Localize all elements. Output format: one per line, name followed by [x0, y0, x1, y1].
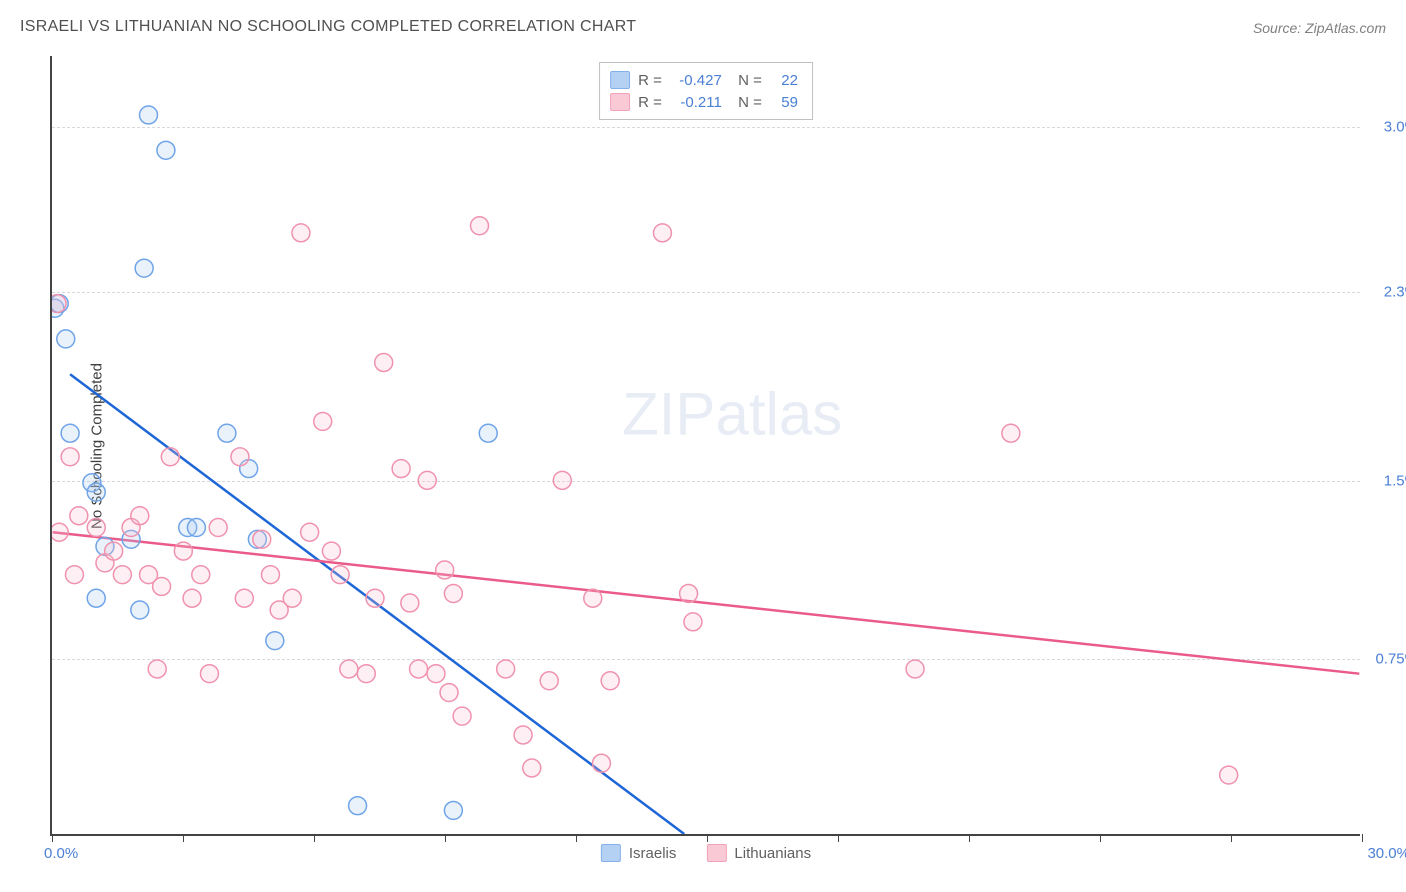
- y-tick-label: 2.3%: [1384, 284, 1406, 301]
- data-point-lithuanians: [261, 566, 279, 584]
- data-point-lithuanians: [192, 566, 210, 584]
- n-value-israelis: 22: [770, 72, 798, 89]
- legend-item-lithuanians: Lithuanians: [706, 844, 811, 862]
- data-point-lithuanians: [113, 566, 131, 584]
- data-point-lithuanians: [253, 530, 271, 548]
- data-point-israelis: [61, 424, 79, 442]
- data-point-lithuanians: [322, 542, 340, 560]
- legend-item-israelis: Israelis: [601, 844, 677, 862]
- data-point-lithuanians: [183, 589, 201, 607]
- data-point-israelis: [266, 632, 284, 650]
- data-point-lithuanians: [680, 585, 698, 603]
- data-point-israelis: [187, 519, 205, 537]
- data-point-lithuanians: [283, 589, 301, 607]
- data-point-israelis: [444, 801, 462, 819]
- data-point-lithuanians: [340, 660, 358, 678]
- r-value-lithuanians: -0.211: [670, 94, 722, 111]
- data-point-lithuanians: [523, 759, 541, 777]
- data-point-lithuanians: [471, 217, 489, 235]
- data-point-lithuanians: [87, 519, 105, 537]
- chart-title: ISRAELI VS LITHUANIAN NO SCHOOLING COMPL…: [20, 18, 636, 36]
- y-tick-label: 0.75%: [1375, 650, 1406, 667]
- data-point-lithuanians: [440, 684, 458, 702]
- data-point-israelis: [218, 424, 236, 442]
- data-point-lithuanians: [70, 507, 88, 525]
- data-point-lithuanians: [331, 566, 349, 584]
- data-point-lithuanians: [200, 665, 218, 683]
- data-point-israelis: [87, 589, 105, 607]
- data-point-lithuanians: [235, 589, 253, 607]
- data-point-lithuanians: [366, 589, 384, 607]
- data-point-israelis: [349, 797, 367, 815]
- data-point-lithuanians: [301, 523, 319, 541]
- data-point-lithuanians: [52, 295, 66, 313]
- data-point-lithuanians: [292, 224, 310, 242]
- r-value-israelis: -0.427: [670, 72, 722, 89]
- n-value-lithuanians: 59: [770, 94, 798, 111]
- data-point-lithuanians: [906, 660, 924, 678]
- data-point-lithuanians: [1002, 424, 1020, 442]
- data-point-lithuanians: [131, 507, 149, 525]
- data-point-lithuanians: [453, 707, 471, 725]
- data-point-lithuanians: [61, 448, 79, 466]
- data-point-lithuanians: [653, 224, 671, 242]
- stats-row-israelis: R = -0.427 N = 22: [610, 69, 798, 91]
- legend: Israelis Lithuanians: [601, 844, 811, 862]
- data-point-lithuanians: [553, 471, 571, 489]
- data-point-lithuanians: [410, 660, 428, 678]
- stats-box: R = -0.427 N = 22 R = -0.211 N = 59: [599, 62, 813, 120]
- data-point-lithuanians: [540, 672, 558, 690]
- data-point-lithuanians: [231, 448, 249, 466]
- legend-label-lithuanians: Lithuanians: [734, 845, 811, 862]
- data-point-lithuanians: [314, 412, 332, 430]
- plot-area: ZIPatlas 0.75%1.5%2.3%3.0% R = -0.427 N …: [50, 56, 1360, 836]
- y-tick-label: 1.5%: [1384, 473, 1406, 490]
- data-point-lithuanians: [684, 613, 702, 631]
- data-point-lithuanians: [584, 589, 602, 607]
- data-point-israelis: [87, 483, 105, 501]
- stats-row-lithuanians: R = -0.211 N = 59: [610, 91, 798, 113]
- legend-label-israelis: Israelis: [629, 845, 677, 862]
- data-point-israelis: [57, 330, 75, 348]
- legend-swatch-lithuanians: [706, 844, 726, 862]
- swatch-lithuanians: [610, 93, 630, 111]
- chart-source: Source: ZipAtlas.com: [1253, 20, 1386, 36]
- data-point-lithuanians: [497, 660, 515, 678]
- chart-svg: [52, 56, 1360, 834]
- data-point-lithuanians: [418, 471, 436, 489]
- data-point-israelis: [479, 424, 497, 442]
- data-point-lithuanians: [357, 665, 375, 683]
- x-tick-end: 30.0%: [1367, 845, 1406, 862]
- data-point-israelis: [157, 141, 175, 159]
- legend-swatch-israelis: [601, 844, 621, 862]
- swatch-israelis: [610, 71, 630, 89]
- data-point-lithuanians: [65, 566, 83, 584]
- data-point-lithuanians: [392, 460, 410, 478]
- data-point-lithuanians: [174, 542, 192, 560]
- data-point-lithuanians: [148, 660, 166, 678]
- data-point-lithuanians: [105, 542, 123, 560]
- x-tick-start: 0.0%: [44, 845, 78, 862]
- data-point-lithuanians: [52, 523, 68, 541]
- data-point-lithuanians: [1220, 766, 1238, 784]
- data-point-israelis: [131, 601, 149, 619]
- data-point-lithuanians: [514, 726, 532, 744]
- data-point-lithuanians: [375, 354, 393, 372]
- data-point-lithuanians: [153, 577, 171, 595]
- data-point-lithuanians: [601, 672, 619, 690]
- y-tick-label: 3.0%: [1384, 118, 1406, 135]
- data-point-lithuanians: [592, 754, 610, 772]
- data-point-lithuanians: [436, 561, 454, 579]
- data-point-lithuanians: [444, 585, 462, 603]
- data-point-lithuanians: [209, 519, 227, 537]
- data-point-israelis: [140, 106, 158, 124]
- chart-container: ISRAELI VS LITHUANIAN NO SCHOOLING COMPL…: [0, 0, 1406, 892]
- data-point-lithuanians: [401, 594, 419, 612]
- data-point-israelis: [135, 259, 153, 277]
- data-point-lithuanians: [427, 665, 445, 683]
- data-point-lithuanians: [161, 448, 179, 466]
